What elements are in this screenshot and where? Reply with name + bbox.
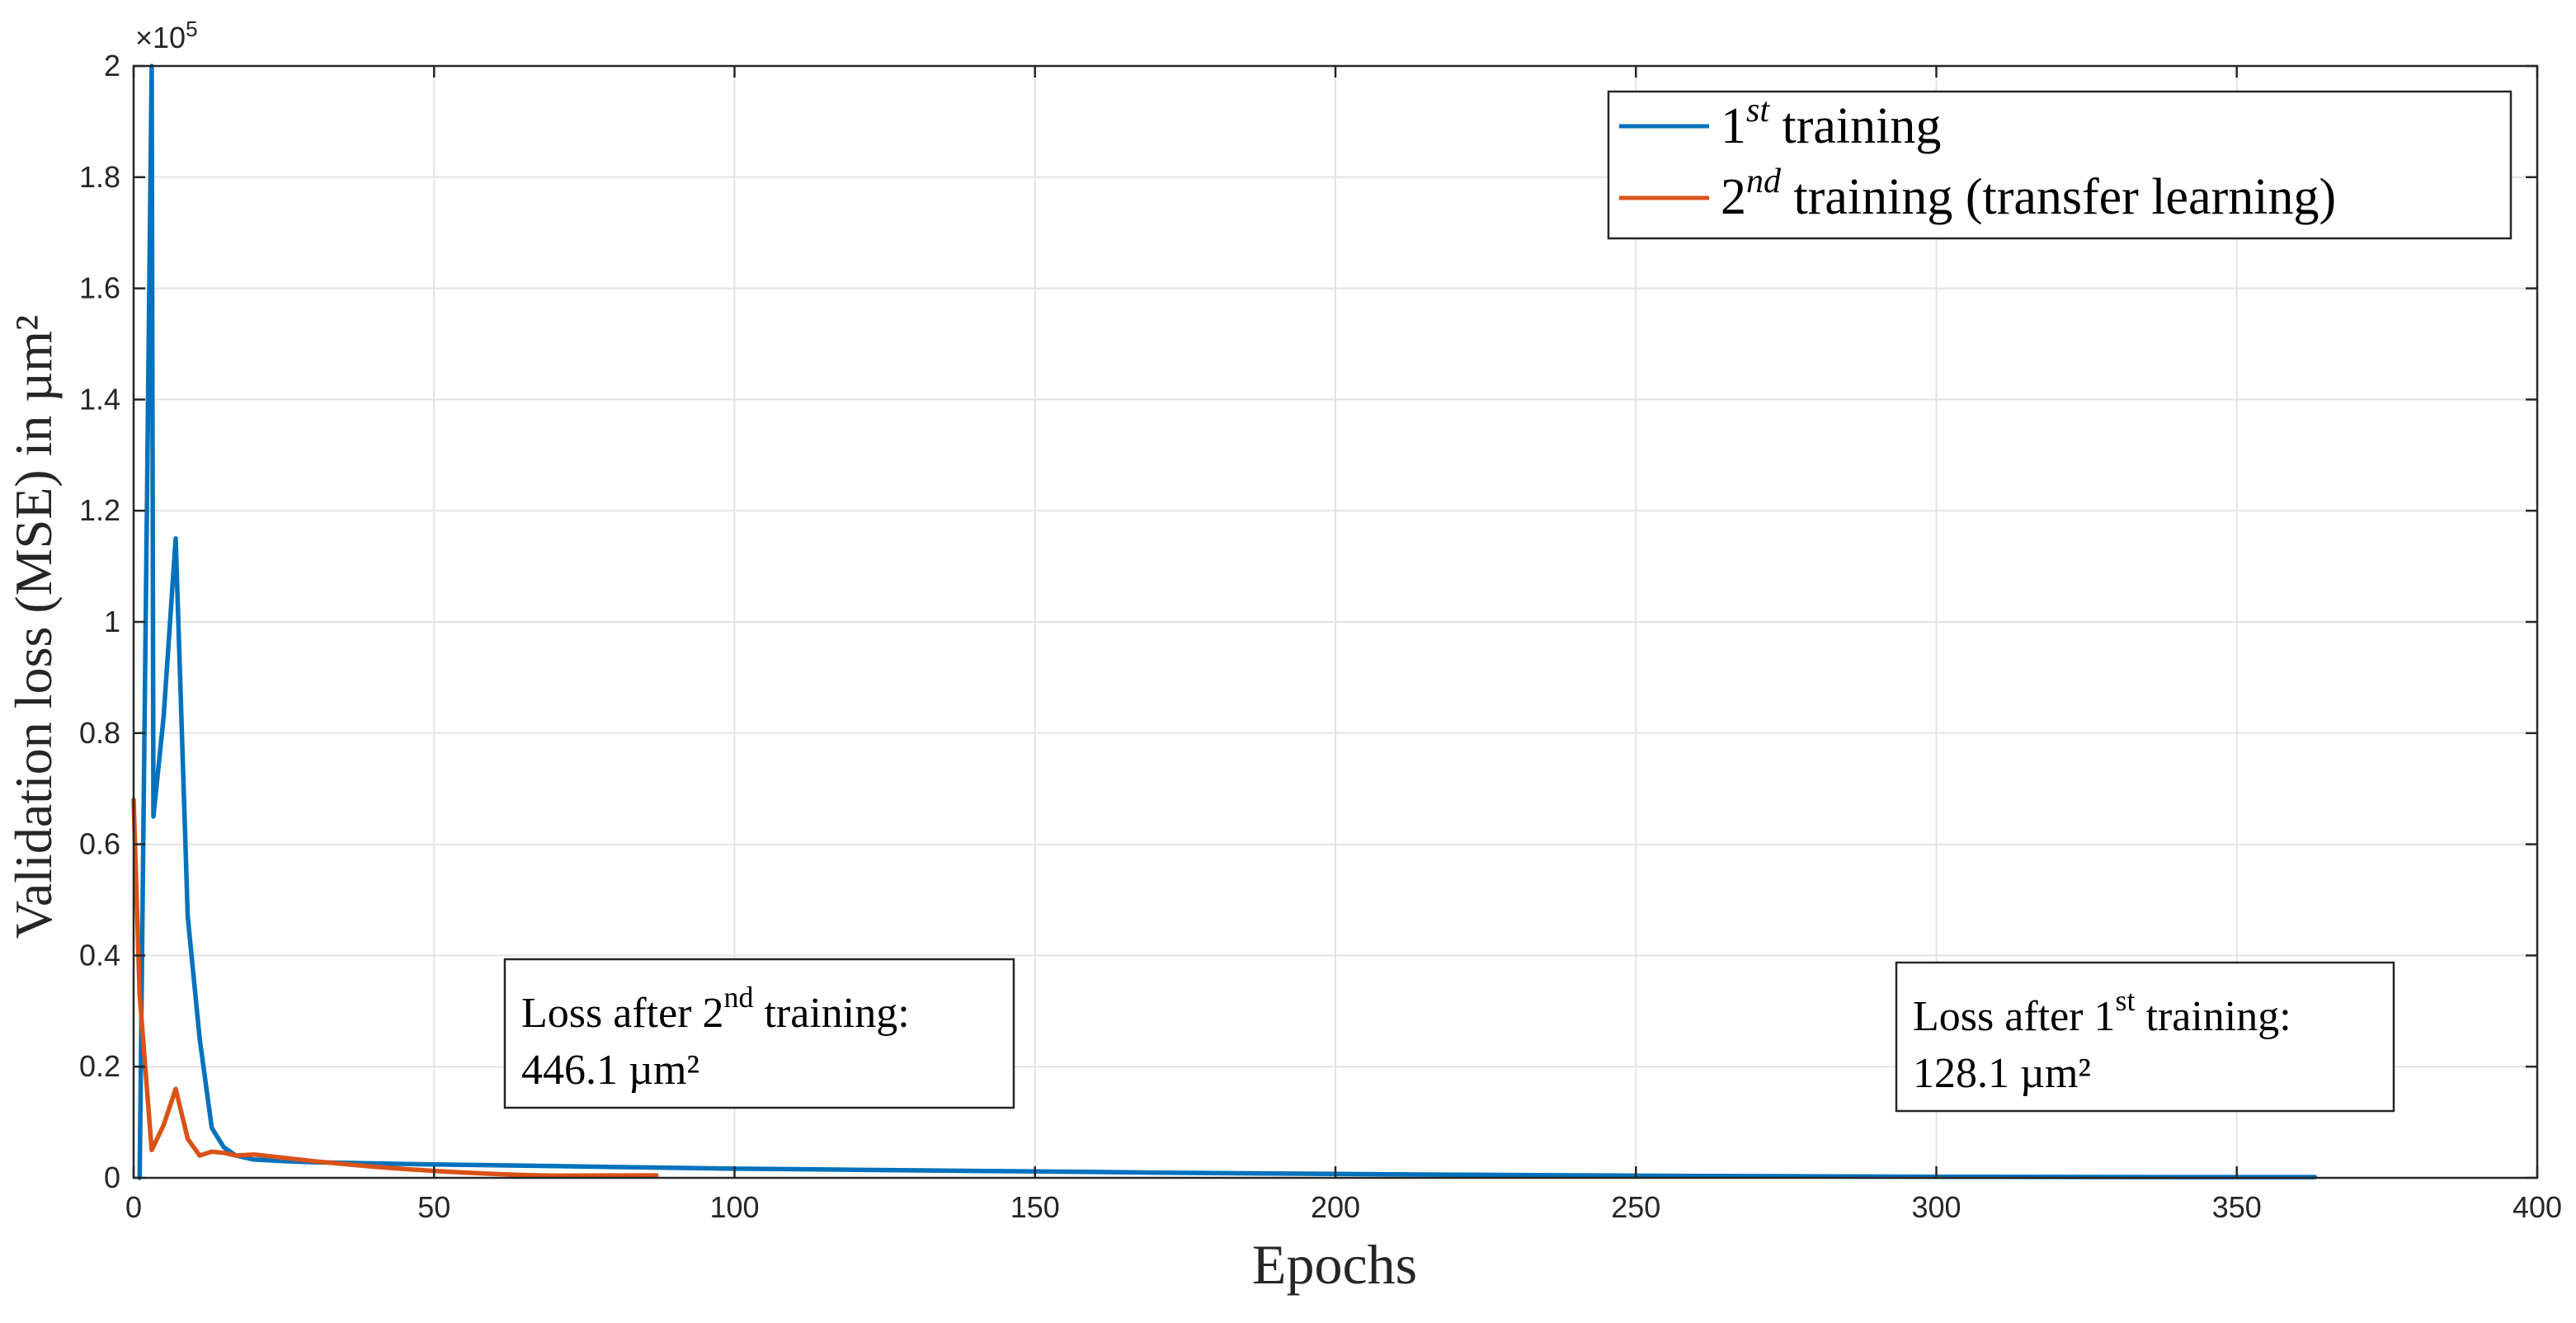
legend-box bbox=[1607, 90, 2512, 240]
annotation-line-1: Loss after 2nd training: bbox=[521, 981, 910, 1037]
x-tick-label-2: 100 bbox=[709, 1190, 759, 1224]
x-tick-label-3: 150 bbox=[1010, 1190, 1060, 1224]
y-tick-label-3: 0.6 bbox=[79, 827, 120, 861]
y-axis-label: Validation loss (MSE) in µm² bbox=[4, 315, 63, 939]
x-tick-label-1: 50 bbox=[417, 1190, 450, 1224]
y-tick-label-10: 2 bbox=[104, 49, 120, 82]
annotation-line-1-prefix: Loss after 2 bbox=[521, 990, 723, 1037]
annotation-line-1-suffix: training: bbox=[753, 990, 909, 1037]
x-tick-label-0: 0 bbox=[125, 1190, 142, 1224]
annotation-line-1-prefix: Loss after 1 bbox=[1913, 993, 2115, 1040]
x-axis-label: Epochs bbox=[1252, 1233, 1417, 1296]
x-tick-label-6: 300 bbox=[1911, 1190, 1961, 1224]
legend-label-rest: training (transfer learning) bbox=[1781, 169, 2336, 225]
x-tick-label-5: 250 bbox=[1611, 1190, 1660, 1224]
legend-label-base: 2 bbox=[1721, 169, 1746, 225]
y-tick-label-9: 1.8 bbox=[79, 160, 120, 194]
annotation-line-1: Loss after 1st training: bbox=[1913, 984, 2291, 1040]
y-grid-lines bbox=[134, 65, 2537, 1179]
y-axis-exponent-prefix: ×10 bbox=[135, 21, 186, 54]
y-tick-label-2: 0.4 bbox=[79, 938, 120, 972]
annotation-line-1-sup: st bbox=[2115, 984, 2135, 1017]
y-tick-label-7: 1.4 bbox=[79, 382, 120, 416]
x-tick-label-7: 350 bbox=[2212, 1190, 2262, 1224]
legend-label-1st-training: 1st training bbox=[1721, 92, 1941, 154]
legend-label-sup: nd bbox=[1746, 162, 1782, 200]
annotation-box bbox=[503, 958, 1015, 1109]
y-axis-exponent-power: 5 bbox=[186, 16, 197, 41]
x-tick-label-8: 400 bbox=[2512, 1190, 2562, 1224]
series-group bbox=[131, 64, 2318, 1180]
annotation-loss-second-training: Loss after 2nd training: 446.1 µm² bbox=[503, 958, 1015, 1109]
annotation-loss-first-training: Loss after 1st training: 128.1 µm² bbox=[1895, 961, 2395, 1113]
legend-label-rest: training bbox=[1769, 98, 1941, 154]
y-tick-label-1: 0.2 bbox=[79, 1049, 120, 1083]
x-tick-labels: 0 50 100 150 200 250 300 350 400 bbox=[125, 1190, 2562, 1224]
axes-frame bbox=[132, 64, 2539, 1179]
y-tick-labels: 0 0.2 0.4 0.6 0.8 1 1.2 1.4 1.6 1.8 2 bbox=[79, 49, 120, 1194]
y-axis-exponent: ×105 bbox=[135, 16, 198, 54]
legend: 1st training 2nd training (transfer lear… bbox=[1607, 90, 2512, 240]
y-tick-label-0: 0 bbox=[104, 1161, 120, 1194]
y-tick-label-4: 0.8 bbox=[79, 716, 120, 750]
legend-label-2nd-training: 2nd training (transfer learning) bbox=[1721, 162, 2336, 225]
series-line-1 bbox=[137, 64, 2318, 1180]
y-tick-label-6: 1.2 bbox=[79, 493, 120, 527]
y-tick-label-5: 1 bbox=[104, 605, 120, 638]
x-tick-label-4: 200 bbox=[1311, 1190, 1360, 1224]
annotation-line-2: 128.1 µm² bbox=[1913, 1050, 2091, 1097]
y-tick-label-8: 1.6 bbox=[79, 271, 120, 305]
annotation-line-1-sup: nd bbox=[723, 981, 753, 1014]
legend-label-base: 1 bbox=[1721, 98, 1746, 154]
series-line-2 bbox=[131, 797, 659, 1179]
annotation-line-2: 446.1 µm² bbox=[521, 1047, 699, 1094]
annotation-box bbox=[1895, 961, 2395, 1113]
annotation-line-1-suffix: training: bbox=[2136, 993, 2291, 1040]
legend-label-sup: st bbox=[1746, 92, 1770, 129]
